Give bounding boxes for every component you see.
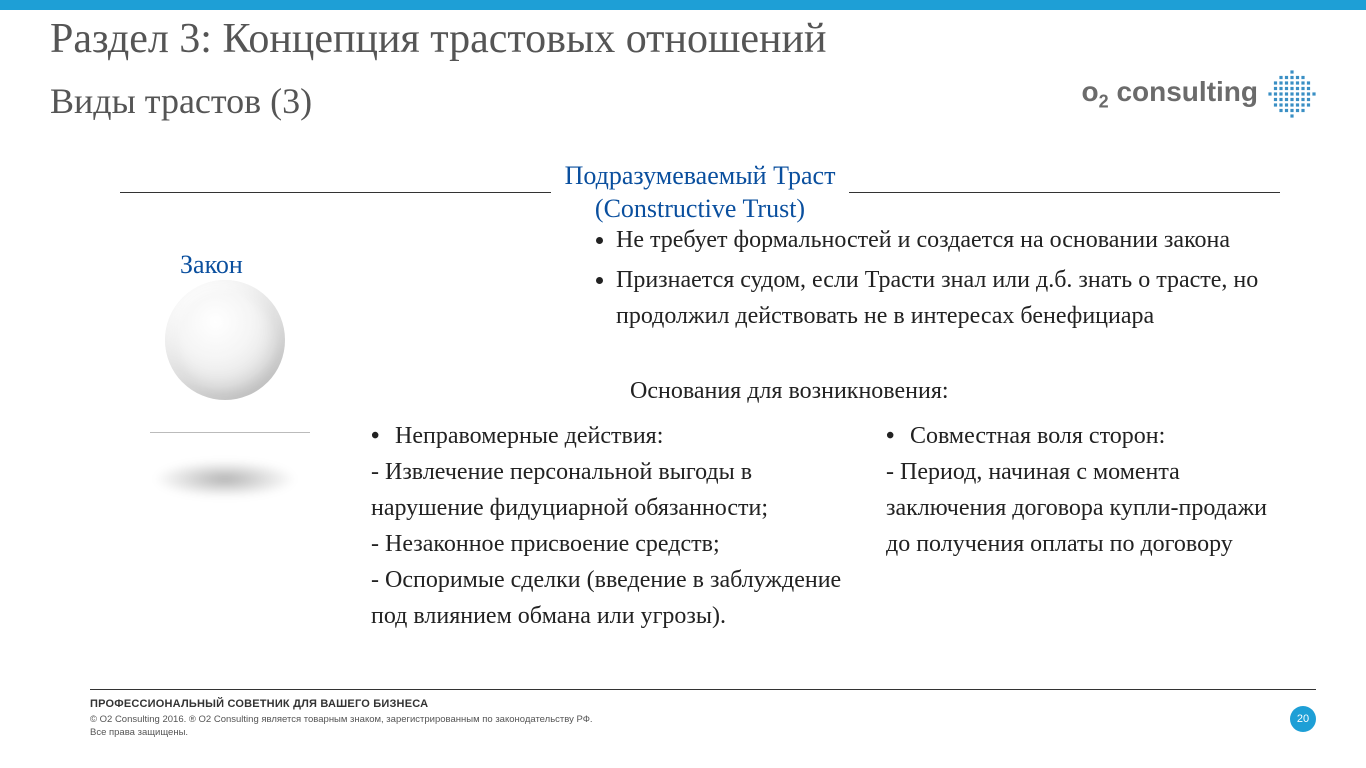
grounds-item: - Оспоримые сделки (введение в заблужден…	[371, 562, 865, 634]
slide: Раздел 3: Концепция трастовых отношений …	[0, 0, 1366, 768]
logo-suffix: consulting	[1116, 76, 1258, 107]
left-lead: Неправомерные действия:	[365, 418, 865, 454]
footer-divider	[90, 689, 1316, 690]
grounds-item: - Извлечение персональной выгоды в наруш…	[371, 454, 865, 526]
footer-tagline: ПРОФЕССИОНАЛЬНЫЙ СОВЕТНИК ДЛЯ ВАШЕГО БИЗ…	[90, 698, 1316, 710]
brand-logo: o2 consulting	[1082, 70, 1316, 118]
section-subtitle: Виды трастов (3)	[50, 80, 312, 122]
grounds-title: Основания для возникновения:	[630, 378, 949, 405]
upper-bullet-item: Не требует формальностей и создается на …	[616, 222, 1290, 258]
logo-sub: 2	[1099, 91, 1109, 111]
center-title-line1: Подразумеваемый Траст	[565, 161, 836, 190]
logo-text: o2 consulting	[1082, 76, 1258, 113]
grounds-item: - Незаконное присвоение средств;	[371, 526, 865, 562]
diagram-label-zakon: Закон	[180, 250, 243, 280]
footer: ПРОФЕССИОНАЛЬНЫЙ СОВЕТНИК ДЛЯ ВАШЕГО БИЗ…	[90, 689, 1316, 740]
grounds-column-right: Совместная воля сторон: - Период, начина…	[880, 418, 1290, 562]
sphere-shadow	[155, 461, 295, 497]
section-title: Раздел 3: Концепция трастовых отношений	[50, 15, 826, 63]
page-number-badge: 20	[1290, 706, 1316, 732]
sphere-diagram	[150, 280, 300, 497]
sphere-divider	[150, 432, 310, 433]
grounds-column-left: Неправомерные действия: - Извлечение пер…	[365, 418, 865, 634]
upper-bullet-list: Не требует формальностей и создается на …	[590, 222, 1290, 338]
center-title-row: Подразумеваемый Траст (Constructive Trus…	[120, 160, 1280, 225]
divider-left	[120, 192, 551, 193]
upper-bullet-item: Признается судом, если Трасти знал или д…	[616, 262, 1290, 334]
top-accent-bar	[0, 0, 1366, 10]
center-title: Подразумеваемый Траст (Constructive Trus…	[551, 160, 850, 225]
sphere-icon	[165, 280, 285, 400]
logo-prefix: o	[1082, 76, 1099, 107]
divider-right	[849, 192, 1280, 193]
center-title-line2: (Constructive Trust)	[565, 193, 836, 226]
footer-copyright: © O2 Consulting 2016. ® O2 Consulting яв…	[90, 714, 610, 740]
globe-icon	[1268, 70, 1316, 118]
right-lead: Совместная воля сторон:	[880, 418, 1290, 454]
grounds-item: - Период, начиная с момента заключения д…	[886, 454, 1290, 562]
